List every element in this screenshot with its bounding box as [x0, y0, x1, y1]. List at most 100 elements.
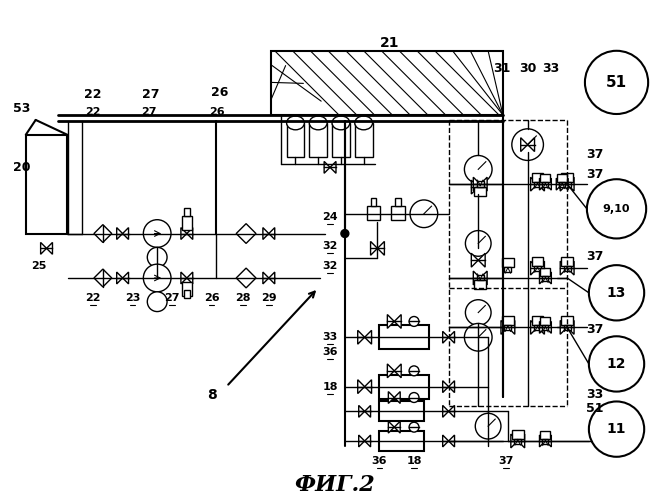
Polygon shape	[478, 254, 485, 267]
Ellipse shape	[354, 116, 373, 130]
Bar	[563, 325, 571, 330]
Bar	[476, 182, 484, 186]
Polygon shape	[518, 434, 525, 448]
Polygon shape	[41, 242, 46, 254]
Polygon shape	[358, 406, 364, 417]
Bar	[379, 375, 429, 398]
Bar	[531, 256, 543, 266]
Polygon shape	[449, 380, 454, 392]
Polygon shape	[556, 178, 562, 190]
Polygon shape	[539, 272, 545, 284]
Text: 36: 36	[372, 456, 387, 466]
Bar	[379, 326, 429, 349]
Polygon shape	[364, 330, 372, 344]
Polygon shape	[471, 180, 478, 194]
Text: 27: 27	[141, 107, 157, 117]
Ellipse shape	[310, 116, 327, 130]
Text: 12: 12	[607, 357, 626, 371]
Bar	[531, 316, 543, 325]
Bar	[26, 134, 67, 234]
Polygon shape	[508, 320, 515, 334]
Bar	[531, 173, 543, 182]
Polygon shape	[471, 254, 478, 267]
Bar	[371, 198, 377, 206]
Circle shape	[143, 264, 171, 292]
Bar	[476, 275, 484, 280]
Circle shape	[466, 300, 491, 326]
Polygon shape	[123, 228, 129, 239]
Polygon shape	[531, 177, 537, 191]
Polygon shape	[545, 272, 551, 284]
Bar	[310, 123, 327, 158]
Polygon shape	[539, 435, 545, 447]
Text: 36: 36	[322, 347, 338, 357]
Text: 20: 20	[13, 161, 31, 174]
Polygon shape	[443, 380, 449, 392]
Polygon shape	[237, 268, 256, 288]
Bar	[543, 182, 548, 187]
Polygon shape	[480, 177, 487, 191]
Circle shape	[409, 316, 419, 326]
Text: 18: 18	[406, 456, 422, 466]
Ellipse shape	[287, 116, 304, 130]
Bar	[474, 186, 486, 196]
Bar	[541, 174, 550, 182]
Text: 18: 18	[322, 382, 338, 392]
Polygon shape	[269, 272, 275, 284]
Polygon shape	[537, 320, 545, 334]
Bar	[391, 206, 405, 220]
Text: 28: 28	[235, 292, 251, 302]
Circle shape	[409, 422, 419, 432]
Polygon shape	[528, 138, 535, 151]
Polygon shape	[387, 364, 394, 378]
Polygon shape	[545, 178, 551, 190]
Bar	[541, 318, 550, 326]
Polygon shape	[443, 435, 449, 447]
Text: 51: 51	[606, 75, 627, 90]
Polygon shape	[364, 380, 372, 394]
Polygon shape	[269, 228, 275, 239]
Polygon shape	[560, 177, 567, 191]
Bar	[534, 182, 541, 187]
Polygon shape	[478, 180, 485, 194]
Text: 22: 22	[84, 88, 102, 101]
Circle shape	[475, 414, 501, 439]
Bar	[182, 216, 192, 230]
Text: 30: 30	[519, 62, 536, 75]
Polygon shape	[545, 435, 551, 447]
Polygon shape	[187, 272, 193, 284]
Circle shape	[589, 265, 644, 320]
Text: 53: 53	[13, 102, 31, 114]
Polygon shape	[358, 330, 364, 344]
Text: 26: 26	[208, 107, 224, 117]
Bar	[534, 266, 541, 271]
Text: 32: 32	[322, 261, 338, 271]
Text: 33: 33	[322, 332, 338, 342]
Bar	[557, 174, 567, 182]
Bar	[505, 266, 511, 272]
Polygon shape	[480, 271, 487, 285]
Text: 37: 37	[498, 456, 514, 466]
Bar	[543, 276, 548, 281]
Text: 37: 37	[586, 148, 604, 161]
Circle shape	[410, 200, 438, 228]
Polygon shape	[567, 177, 574, 191]
Text: 9,10: 9,10	[603, 204, 630, 214]
Polygon shape	[539, 178, 545, 190]
Polygon shape	[562, 178, 568, 190]
Bar	[474, 280, 486, 289]
Polygon shape	[531, 261, 537, 275]
Polygon shape	[117, 272, 123, 284]
Circle shape	[512, 129, 543, 160]
Bar	[512, 430, 524, 438]
Circle shape	[589, 402, 644, 457]
Bar	[184, 290, 190, 298]
Text: 26: 26	[211, 86, 228, 99]
Bar	[271, 51, 503, 115]
Circle shape	[464, 324, 492, 351]
Bar	[502, 258, 514, 266]
Text: ФИГ.2: ФИГ.2	[295, 474, 375, 496]
Polygon shape	[449, 406, 454, 417]
Circle shape	[464, 156, 492, 183]
Circle shape	[409, 392, 419, 402]
